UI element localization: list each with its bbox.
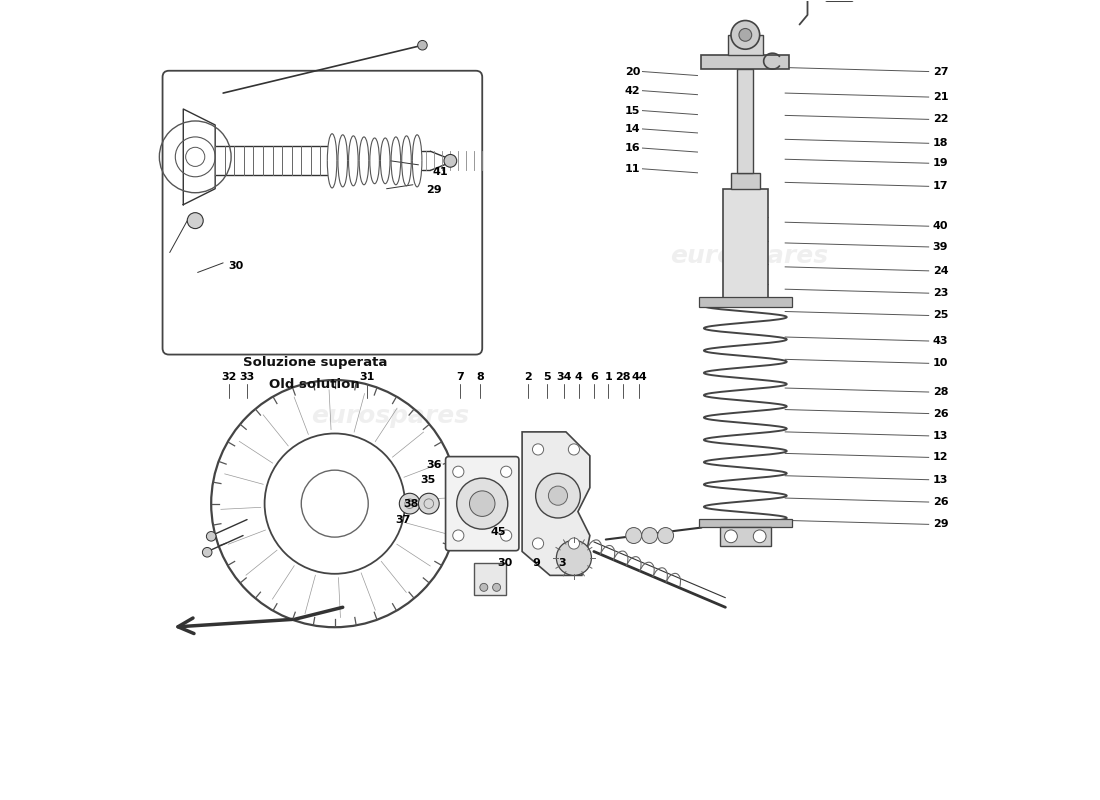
Circle shape — [500, 530, 512, 541]
Text: 28: 28 — [616, 373, 631, 382]
Text: 26: 26 — [933, 497, 948, 507]
Text: 7: 7 — [456, 373, 464, 382]
Text: 31: 31 — [359, 373, 374, 382]
Circle shape — [641, 527, 658, 543]
Text: 41: 41 — [432, 167, 448, 177]
Text: 18: 18 — [933, 138, 948, 148]
FancyBboxPatch shape — [825, 0, 854, 2]
Text: 29: 29 — [933, 519, 948, 530]
Text: 26: 26 — [933, 409, 948, 418]
Bar — [737, 69, 754, 173]
Text: 14: 14 — [625, 124, 640, 134]
Text: 8: 8 — [476, 373, 484, 382]
Circle shape — [532, 538, 543, 549]
Circle shape — [549, 486, 568, 506]
Text: Old solution: Old solution — [270, 378, 360, 391]
Text: 35: 35 — [420, 474, 436, 485]
Text: eurospares: eurospares — [311, 404, 470, 428]
Bar — [723, 189, 768, 300]
Text: 39: 39 — [933, 242, 948, 252]
Circle shape — [739, 29, 751, 42]
Text: 13: 13 — [933, 431, 948, 441]
Circle shape — [399, 494, 420, 514]
Text: 10: 10 — [933, 358, 948, 368]
Text: 43: 43 — [933, 336, 948, 346]
Circle shape — [536, 474, 581, 518]
Text: 16: 16 — [625, 143, 640, 153]
Text: 38: 38 — [403, 498, 418, 509]
Text: 44: 44 — [631, 373, 647, 382]
Text: 3: 3 — [559, 558, 565, 569]
Text: 33: 33 — [240, 373, 255, 382]
Text: 36: 36 — [426, 460, 441, 470]
Circle shape — [453, 466, 464, 478]
Text: 45: 45 — [491, 526, 506, 537]
Bar — [728, 35, 763, 55]
Text: 22: 22 — [933, 114, 948, 124]
Text: 21: 21 — [933, 92, 948, 102]
Text: 27: 27 — [933, 66, 948, 77]
Circle shape — [500, 466, 512, 478]
Bar — [732, 173, 760, 189]
Text: 40: 40 — [933, 222, 948, 231]
Circle shape — [725, 530, 737, 542]
Bar — [719, 526, 771, 546]
Circle shape — [569, 444, 580, 455]
Circle shape — [532, 444, 543, 455]
Text: 19: 19 — [933, 158, 948, 168]
Text: 37: 37 — [395, 514, 410, 525]
Bar — [700, 297, 792, 306]
Text: eurospares: eurospares — [670, 245, 828, 269]
Circle shape — [453, 530, 464, 541]
Circle shape — [444, 154, 456, 167]
Text: 11: 11 — [625, 164, 640, 174]
Circle shape — [569, 538, 580, 549]
Text: Soluzione superata: Soluzione superata — [243, 356, 387, 369]
Circle shape — [418, 494, 439, 514]
Text: 42: 42 — [625, 86, 640, 96]
Circle shape — [658, 527, 673, 543]
Circle shape — [456, 478, 508, 529]
Circle shape — [202, 547, 212, 557]
Text: 12: 12 — [933, 452, 948, 462]
Text: 30: 30 — [497, 558, 513, 569]
Text: 25: 25 — [933, 310, 948, 321]
Circle shape — [470, 491, 495, 516]
Text: 4: 4 — [575, 373, 583, 382]
Bar — [700, 518, 792, 526]
FancyBboxPatch shape — [163, 70, 482, 354]
Text: 5: 5 — [543, 373, 551, 382]
FancyBboxPatch shape — [446, 457, 519, 550]
Text: 28: 28 — [933, 387, 948, 397]
Text: 17: 17 — [933, 182, 948, 191]
Circle shape — [754, 530, 766, 542]
Circle shape — [493, 583, 500, 591]
Text: 9: 9 — [532, 558, 540, 569]
Bar — [702, 55, 789, 69]
Text: 23: 23 — [933, 288, 948, 298]
Polygon shape — [474, 563, 506, 595]
Text: 24: 24 — [933, 266, 948, 276]
Circle shape — [732, 21, 760, 50]
Text: 2: 2 — [524, 373, 531, 382]
Text: 30: 30 — [229, 261, 244, 271]
Circle shape — [626, 527, 641, 543]
Polygon shape — [522, 432, 590, 575]
Circle shape — [557, 540, 592, 575]
Circle shape — [480, 583, 487, 591]
Text: 13: 13 — [933, 474, 948, 485]
Circle shape — [418, 41, 427, 50]
Circle shape — [207, 531, 216, 541]
Circle shape — [187, 213, 204, 229]
Text: 34: 34 — [557, 373, 572, 382]
Text: 6: 6 — [590, 373, 597, 382]
Text: 1: 1 — [604, 373, 612, 382]
Text: 32: 32 — [221, 373, 236, 382]
Text: 20: 20 — [625, 66, 640, 77]
Text: 15: 15 — [625, 106, 640, 116]
Text: 29: 29 — [427, 185, 442, 194]
